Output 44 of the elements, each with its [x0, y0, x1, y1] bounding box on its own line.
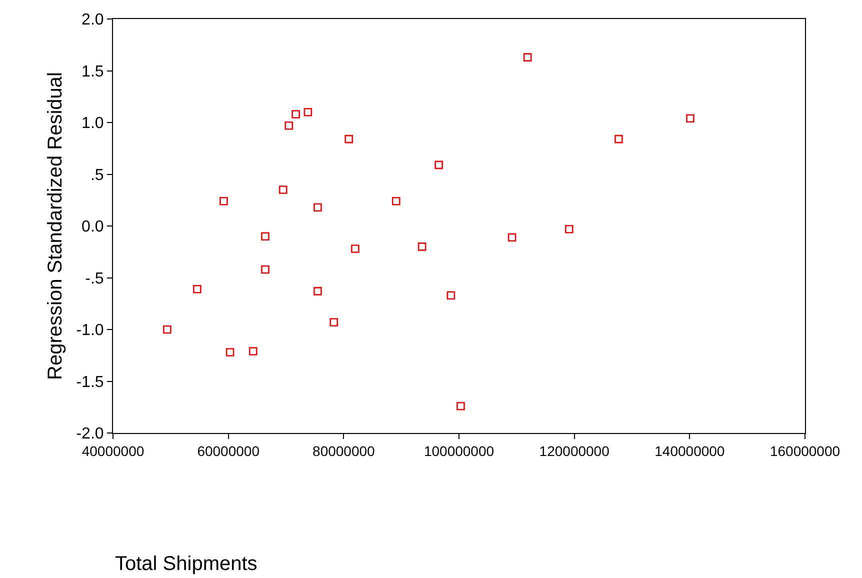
x-tick-label: 140000000 — [654, 442, 725, 459]
x-tick-label: 100000000 — [424, 442, 494, 459]
x-tick-label: 160000000 — [770, 442, 840, 459]
y-tick-label: -.5 — [85, 270, 104, 288]
y-tick-label: -2.0 — [76, 426, 104, 443]
point — [351, 244, 360, 253]
point — [564, 224, 574, 234]
point — [686, 114, 694, 123]
point — [193, 284, 202, 294]
point — [220, 197, 228, 206]
x-axis-title: Total Shipments — [115, 553, 258, 575]
point — [456, 402, 465, 410]
y-tick-label: 0.0 — [82, 218, 104, 236]
point — [434, 160, 443, 170]
y-tick-label: 1.0 — [82, 115, 104, 132]
y-tick-label: -1.5 — [76, 374, 104, 391]
point — [344, 134, 354, 144]
x-tick-label: 120000000 — [539, 442, 610, 459]
point — [284, 121, 294, 130]
point — [304, 108, 312, 116]
point — [278, 186, 288, 194]
x-tick-label: 60000000 — [197, 442, 260, 459]
point — [614, 134, 623, 144]
point — [314, 287, 322, 296]
point — [523, 53, 532, 62]
point — [508, 233, 516, 242]
point — [392, 197, 400, 206]
y-axis-title: Regression Standardized Residual — [44, 72, 67, 380]
x-tick-label: 80000000 — [312, 442, 376, 459]
point — [314, 203, 322, 212]
y-tick-label: 2.0 — [82, 12, 104, 29]
point — [292, 110, 300, 118]
point — [261, 265, 270, 274]
x-tick-label: 40000000 — [82, 442, 144, 459]
point — [226, 348, 234, 356]
y-tick-label: -1.0 — [76, 322, 104, 340]
y-tick-label: .5 — [90, 166, 104, 184]
y-tick-label: 1.5 — [82, 63, 104, 80]
point — [163, 325, 172, 334]
point — [261, 232, 270, 240]
point — [330, 318, 338, 326]
point — [248, 347, 258, 356]
point — [418, 242, 426, 251]
point — [446, 291, 456, 300]
